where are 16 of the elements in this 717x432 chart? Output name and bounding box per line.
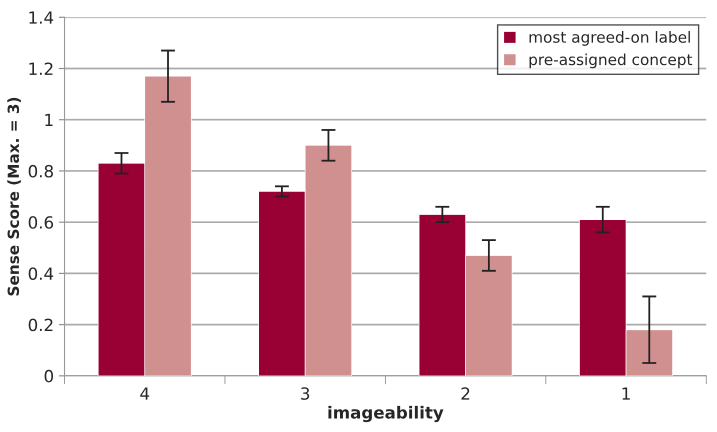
- y-tick-label: 0.8: [28, 164, 53, 178]
- y-tick-label: 1.2: [29, 62, 52, 75]
- legend-label: pre-assigned concept: [530, 53, 692, 68]
- x-tick-label: 4: [140, 387, 150, 400]
- x-tick-label: 1: [622, 387, 630, 400]
- y-tick-label: 0.6: [28, 216, 54, 229]
- x-tick-label: 2: [462, 387, 470, 400]
- y-tick-label: 0: [44, 370, 54, 382]
- x-tick-label: 3: [301, 387, 310, 400]
- legend-label: most agreed-on label: [530, 31, 690, 46]
- y-tick-label: 0.2: [28, 318, 52, 332]
- y-tick-label: 0.4: [28, 267, 54, 280]
- y-axis-title: Sense Score (Max. = 3): [7, 98, 21, 296]
- x-axis-title: imageability: [328, 406, 444, 422]
- y-tick-label: 1: [45, 114, 53, 126]
- y-tick-label: 1.4: [29, 11, 54, 24]
